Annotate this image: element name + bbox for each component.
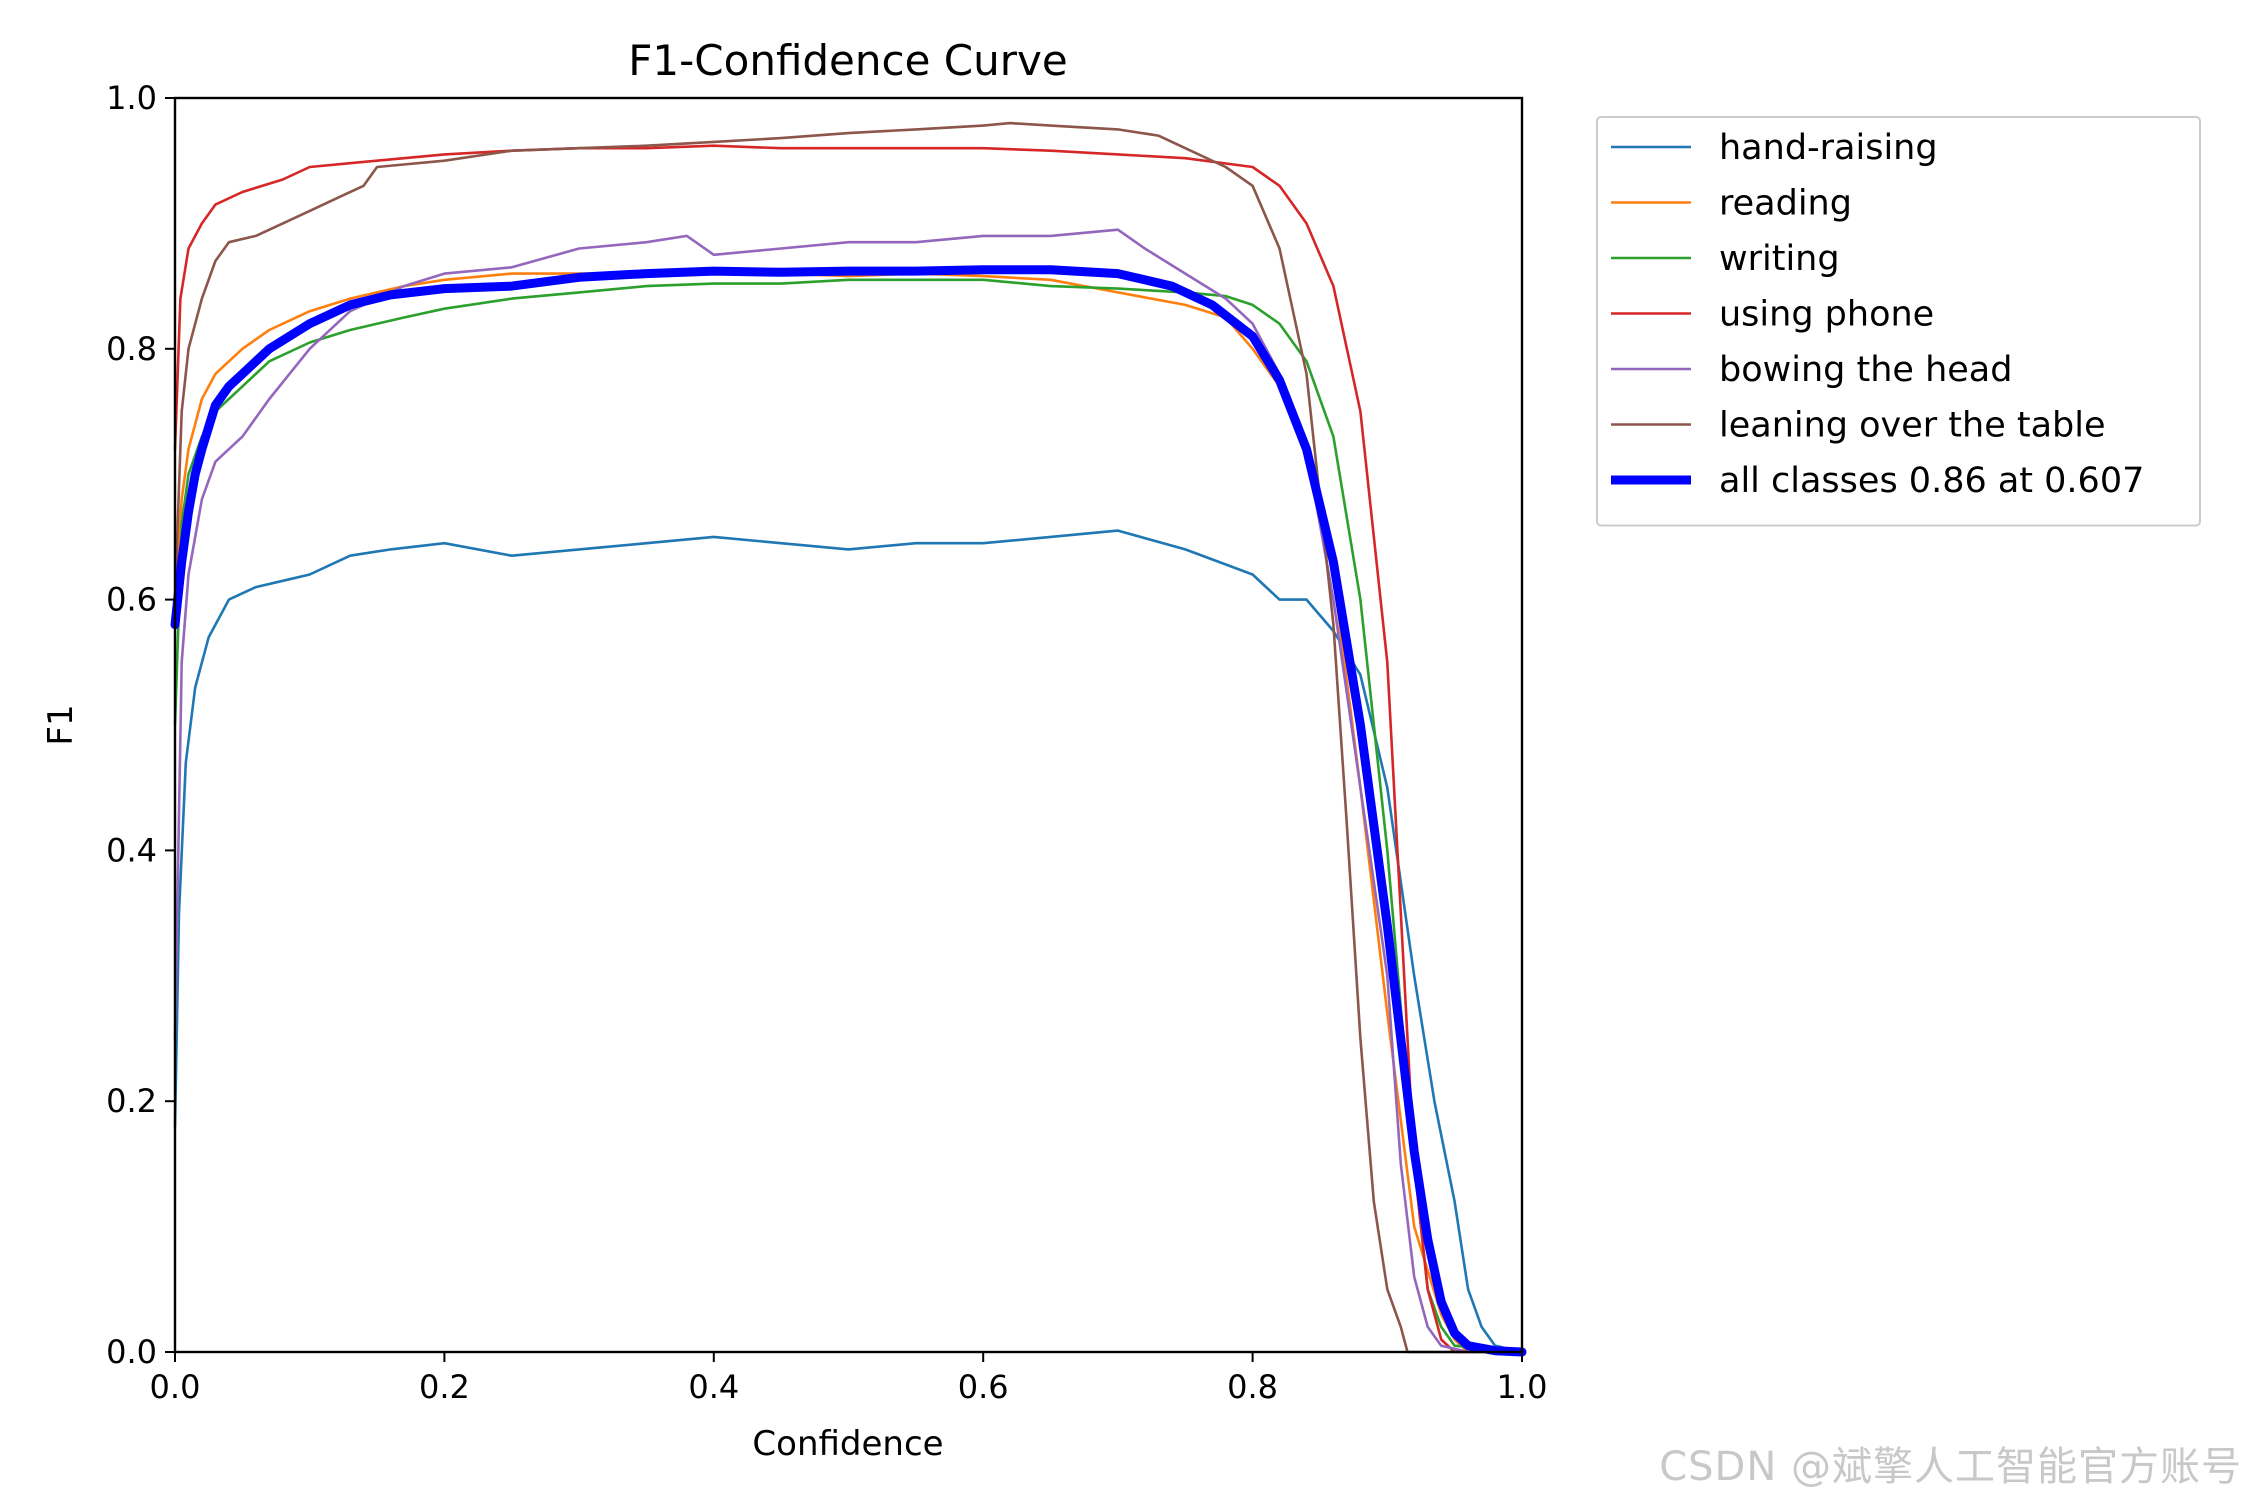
legend-label-3: using phone	[1719, 295, 1934, 335]
legend-frame	[1596, 116, 2201, 527]
x-tick-label-3: 0.6	[958, 1368, 1009, 1406]
x-tick-label-2: 0.4	[688, 1368, 739, 1406]
legend-label-0: hand-raising	[1719, 128, 1938, 168]
x-tick-label-1: 0.2	[419, 1368, 470, 1406]
x-tick-label-4: 0.8	[1227, 1368, 1278, 1406]
y-tick-label-3: 0.6	[106, 581, 157, 619]
series-line-0	[173, 529, 1524, 1354]
legend-label-6: all classes 0.86 at 0.607	[1719, 461, 2144, 501]
x-axis-ticks: 0.0 0.2 0.4 0.6 0.8 1.0	[150, 1352, 1548, 1406]
chart-title: F1-Confidence Curve	[628, 36, 1067, 85]
y-tick-label-1: 0.2	[106, 1082, 157, 1120]
series-line-1	[173, 269, 1524, 1354]
series-line-4	[173, 228, 1524, 1354]
y-axis-label: F1	[41, 704, 81, 745]
legend-label-1: reading	[1719, 184, 1852, 224]
plot-frame	[173, 96, 1524, 1354]
series-line-3	[173, 144, 1524, 1354]
legend: hand-raising reading writing using phone bow…	[1596, 116, 2201, 527]
x-axis-label: Confidence	[752, 1424, 943, 1464]
legend-label-4: bowing the head	[1719, 350, 2012, 390]
y-tick-label-4: 0.8	[106, 330, 157, 368]
y-axis-ticks: 0.0 0.2 0.4 0.6 0.8 1.0	[106, 79, 175, 1371]
x-tick-label-5: 1.0	[1497, 1368, 1548, 1406]
plot-lines	[170, 121, 1527, 1357]
y-tick-label-5: 1.0	[106, 79, 157, 117]
series-line-6	[170, 265, 1527, 1357]
x-tick-label-0: 0.0	[150, 1368, 201, 1406]
watermark: CSDN @斌擎人工智能官方账号	[1659, 1444, 2242, 1490]
y-tick-label-0: 0.0	[106, 1333, 157, 1371]
legend-label-2: writing	[1719, 239, 1840, 279]
y-tick-label-2: 0.4	[106, 831, 157, 869]
series-line-5	[173, 121, 1524, 1354]
series-line-2	[173, 278, 1524, 1354]
legend-label-5: leaning over the table	[1719, 406, 2106, 446]
